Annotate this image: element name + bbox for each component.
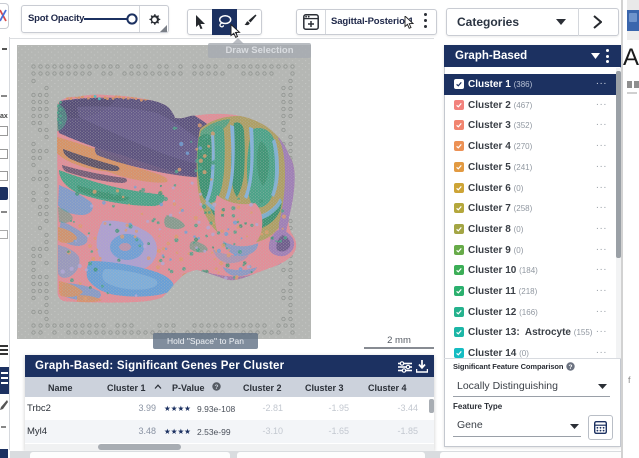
svg-text:?: ? [569, 364, 573, 371]
svg-text:?: ? [215, 384, 219, 391]
